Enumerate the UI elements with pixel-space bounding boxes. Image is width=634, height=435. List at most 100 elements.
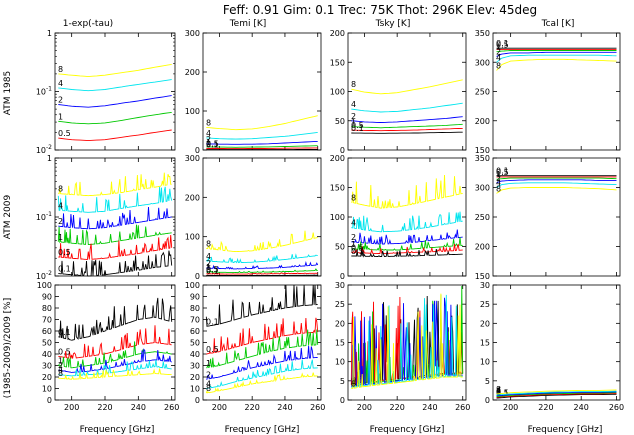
series-label-8: 8 bbox=[58, 369, 63, 378]
series-label-1: 1 bbox=[351, 118, 356, 127]
series-line-0.5 bbox=[351, 244, 463, 254]
series-line-1 bbox=[496, 392, 617, 398]
series-label-2: 2 bbox=[58, 217, 63, 226]
series-label-0.5: 0.5 bbox=[351, 121, 364, 130]
series-line-8 bbox=[206, 115, 318, 131]
y-tick-label: 0 bbox=[195, 272, 200, 281]
y-tick-label: 80 bbox=[42, 304, 52, 313]
xlabel-col1: Frequency [GHz] bbox=[80, 425, 155, 435]
series-label-1: 1 bbox=[58, 112, 63, 121]
row-label-2009: ATM 2009 bbox=[3, 194, 13, 239]
figure-title: Feff: 0.91 Gim: 0.1 Trec: 75K Thot: 296K… bbox=[223, 3, 537, 17]
series-label-8: 8 bbox=[206, 239, 211, 248]
series-line-1 bbox=[206, 268, 318, 273]
series-line-4 bbox=[496, 54, 617, 63]
series-line-2 bbox=[58, 206, 172, 230]
series-line-8 bbox=[58, 368, 172, 380]
y-tick-label: 100 bbox=[330, 88, 345, 97]
xlabel-col4: Frequency [GHz] bbox=[528, 425, 603, 435]
x-tick-label: 260 bbox=[164, 403, 179, 412]
y-tick-label: 150 bbox=[475, 146, 490, 155]
y-tick-label: 0 bbox=[340, 146, 345, 155]
series-label-8: 8 bbox=[496, 385, 501, 394]
series-label-1: 1 bbox=[206, 359, 211, 368]
series-label-8: 8 bbox=[206, 118, 211, 127]
y-tick-label: 50 bbox=[190, 339, 200, 348]
series-line-8 bbox=[205, 372, 318, 394]
y-tick-label: 1 bbox=[47, 154, 52, 163]
y-tick-label: 0 bbox=[340, 396, 345, 405]
y-tick-label: 90 bbox=[190, 293, 200, 302]
series-label-8: 8 bbox=[496, 61, 501, 70]
x-tick-label: 200 bbox=[64, 403, 79, 412]
series-label-1: 1 bbox=[58, 357, 63, 366]
y-tick-label: 0 bbox=[485, 396, 490, 405]
x-tick-label: 240 bbox=[277, 403, 292, 412]
x-tick-label: 240 bbox=[574, 403, 589, 412]
y-tick-label: 20 bbox=[42, 373, 52, 382]
plot-frame bbox=[202, 32, 322, 151]
y-tick-label: 50 bbox=[335, 243, 345, 252]
y-tick-label: 0 bbox=[340, 272, 345, 281]
series-line-1 bbox=[206, 329, 319, 369]
plot-frame bbox=[492, 284, 621, 401]
y-tick-label: 100 bbox=[330, 213, 345, 222]
x-tick-label: 260 bbox=[609, 403, 624, 412]
series-label-0.1: 0.1 bbox=[351, 247, 364, 256]
series-label-0.5: 0.5 bbox=[58, 347, 71, 356]
y-tick-label: 15 bbox=[480, 339, 490, 348]
series-label-1: 1 bbox=[496, 388, 501, 397]
y-tick-label: 200 bbox=[185, 68, 200, 77]
series-line-1 bbox=[58, 111, 172, 125]
series-line-1 bbox=[496, 177, 617, 180]
panel-diff-temi: 200 220 240 260 0 10 20 30 40 50 60 70 80 90 100 0.1 0.5… bbox=[185, 281, 326, 412]
series-line-8 bbox=[206, 230, 318, 253]
series-label-8: 8 bbox=[206, 384, 211, 393]
series-label-0.1: 0.1 bbox=[206, 317, 219, 326]
series-line-2 bbox=[206, 261, 319, 270]
y-tick-label: 100 bbox=[185, 107, 200, 116]
series-line-4 bbox=[351, 102, 463, 113]
series-line-1 bbox=[496, 50, 617, 53]
y-tick-label: 10 bbox=[190, 385, 200, 394]
series-line-0.1 bbox=[351, 131, 463, 134]
series-label-2: 2 bbox=[351, 378, 356, 387]
series-line-8 bbox=[496, 187, 617, 194]
series-label-2: 2 bbox=[206, 135, 211, 144]
y-tick-label: 0 bbox=[47, 396, 52, 405]
y-tick-label: 200 bbox=[185, 193, 200, 202]
x-tick-label: 240 bbox=[422, 403, 437, 412]
series-label-8: 8 bbox=[496, 184, 501, 193]
y-tick-label: 20 bbox=[480, 319, 490, 328]
y-tick-label: 50 bbox=[335, 117, 345, 126]
y-tick-label: 20 bbox=[190, 373, 200, 382]
series-label-1: 1 bbox=[496, 170, 501, 179]
series-label-2: 2 bbox=[351, 112, 356, 121]
series-line-0.5 bbox=[58, 234, 173, 260]
xlabel-col3: Frequency [GHz] bbox=[370, 425, 445, 435]
panel-diff-tau: 200 220 240 260 0 10 20 30 40 50 60 70 80 90 100 0.1 0.5… bbox=[37, 281, 180, 412]
series-label-1: 1 bbox=[496, 43, 501, 52]
series-line-8 bbox=[496, 389, 617, 395]
series-label-0.5: 0.5 bbox=[206, 139, 219, 148]
series-label-0.1: 0.1 bbox=[496, 39, 509, 48]
x-tick-label: 220 bbox=[97, 403, 112, 412]
y-tick-label: 10 bbox=[335, 358, 345, 367]
series-label-4: 4 bbox=[58, 201, 63, 210]
series-line-8 bbox=[496, 58, 617, 71]
x-tick-label: 260 bbox=[310, 403, 325, 412]
series-line-0.1 bbox=[496, 393, 617, 399]
series-line-4 bbox=[58, 79, 172, 92]
x-tick-label: 220 bbox=[245, 403, 260, 412]
series-label-4: 4 bbox=[351, 378, 356, 387]
series-label-2: 2 bbox=[206, 259, 211, 268]
panel-2009-tau: 10-2 10-1 1 8 4 2 1 0.5 0.1 bbox=[36, 154, 176, 281]
y-tick-label: 350 bbox=[475, 154, 490, 163]
y-tick-label: 5 bbox=[340, 377, 345, 386]
y-tick-label: 0 bbox=[195, 146, 200, 155]
